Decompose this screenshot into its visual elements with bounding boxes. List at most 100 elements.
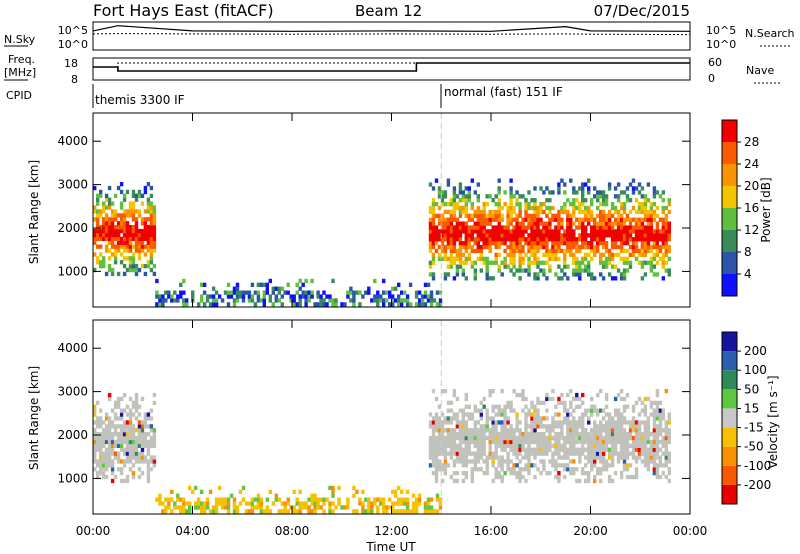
heatmap-cell bbox=[542, 439, 546, 445]
heatmap-cell bbox=[631, 217, 636, 222]
heatmap-cell bbox=[455, 225, 460, 230]
heatmap-cell bbox=[503, 428, 507, 433]
heatmap-cell bbox=[110, 420, 115, 425]
heatmap-cell bbox=[479, 213, 483, 218]
heatmap-cell bbox=[631, 447, 636, 452]
heatmap-cell bbox=[569, 233, 573, 238]
heatmap-cell bbox=[113, 232, 118, 238]
heatmap-cell bbox=[601, 198, 606, 203]
heatmap-cell bbox=[563, 408, 567, 413]
heatmap-cell bbox=[128, 209, 133, 214]
heatmap-cell bbox=[102, 443, 106, 448]
heatmap-cell bbox=[476, 432, 480, 437]
heatmap-cell bbox=[512, 205, 516, 211]
heatmap-cell bbox=[563, 182, 567, 187]
heatmap-cell bbox=[488, 392, 492, 398]
heatmap-cell bbox=[512, 237, 516, 242]
heatmap-cell bbox=[443, 435, 448, 441]
heatmap-cell bbox=[197, 505, 201, 510]
heatmap-cell bbox=[643, 217, 648, 222]
heatmap-cell bbox=[431, 221, 436, 226]
heatmap-cell bbox=[515, 225, 519, 230]
heatmap-cell bbox=[667, 478, 671, 484]
heatmap-cell bbox=[256, 505, 261, 510]
heatmap-cell bbox=[146, 248, 151, 253]
heatmap-cell bbox=[646, 428, 651, 433]
heatmap-cell bbox=[217, 501, 222, 506]
heatmap-cell bbox=[452, 225, 457, 230]
heatmap-cell bbox=[131, 193, 136, 198]
velocity-plot-area bbox=[93, 320, 690, 514]
colorbar-cell bbox=[722, 274, 737, 296]
heatmap-cell bbox=[604, 404, 609, 409]
heatmap-cell bbox=[628, 420, 633, 425]
heatmap-cell bbox=[102, 455, 106, 460]
heatmap-cell bbox=[491, 198, 495, 203]
heatmap-cell bbox=[113, 455, 118, 460]
heatmap-cell bbox=[146, 471, 151, 476]
heatmap-cell bbox=[458, 229, 463, 234]
heatmap-cell bbox=[119, 221, 124, 226]
heatmap-cell bbox=[479, 439, 483, 445]
heatmap-cell bbox=[658, 244, 663, 250]
heatmap-cell bbox=[494, 252, 498, 257]
heatmap-cell bbox=[524, 225, 528, 230]
heatmap-cell bbox=[503, 459, 507, 464]
heatmap-cell bbox=[104, 474, 109, 480]
heatmap-cell bbox=[247, 290, 252, 295]
heatmap-cell bbox=[527, 447, 531, 452]
heatmap-cell bbox=[343, 505, 347, 510]
heatmap-cell bbox=[548, 237, 552, 242]
heatmap-cell bbox=[449, 198, 454, 203]
heatmap-cell bbox=[443, 233, 448, 238]
heatmap-cell bbox=[455, 459, 460, 464]
heatmap-cell bbox=[497, 252, 501, 257]
heatmap-cell bbox=[655, 260, 660, 265]
heatmap-cell bbox=[110, 252, 115, 257]
heatmap-cell bbox=[473, 276, 477, 281]
heatmap-cell bbox=[102, 236, 106, 241]
heatmap-cell bbox=[304, 302, 308, 307]
heatmap-cell bbox=[334, 505, 338, 510]
heatmap-cell bbox=[102, 260, 106, 265]
heatmap-cell bbox=[625, 256, 630, 261]
heatmap-cell bbox=[509, 205, 513, 211]
heatmap-cell bbox=[619, 276, 624, 281]
heatmap-cell bbox=[625, 260, 630, 265]
heatmap-cell bbox=[99, 471, 103, 476]
heatmap-cell bbox=[584, 198, 588, 203]
heatmap-cell bbox=[352, 298, 356, 303]
heatmap-cell bbox=[464, 241, 468, 246]
heatmap-cell bbox=[551, 424, 555, 429]
heatmap-cell bbox=[616, 412, 621, 417]
heatmap-cell bbox=[494, 244, 498, 250]
heatmap-cell bbox=[646, 447, 651, 452]
heatmap-cell bbox=[512, 432, 516, 437]
heatmap-cell bbox=[512, 435, 516, 441]
heatmap-cell bbox=[533, 447, 537, 452]
heatmap-cell bbox=[643, 420, 648, 425]
heatmap-cell bbox=[464, 233, 468, 238]
heatmap-cell bbox=[485, 233, 489, 238]
heatmap-cell bbox=[256, 298, 261, 303]
heatmap-cell bbox=[96, 432, 100, 437]
heatmap-cell bbox=[110, 221, 115, 226]
heatmap-cell bbox=[128, 396, 133, 402]
heatmap-cell bbox=[661, 416, 665, 421]
heatmap-cell bbox=[140, 455, 145, 460]
heatmap-cell bbox=[655, 439, 660, 445]
heatmap-cell bbox=[128, 432, 133, 437]
heatmap-cell bbox=[581, 451, 585, 456]
heatmap-cell bbox=[96, 256, 100, 261]
heatmap-cell bbox=[179, 497, 183, 502]
heatmap-cell bbox=[664, 428, 668, 433]
heatmap-cell bbox=[116, 451, 121, 456]
heatmap-cell bbox=[542, 272, 546, 277]
heatmap-cell bbox=[232, 509, 237, 514]
heatmap-cell bbox=[152, 240, 157, 245]
heatmap-cell bbox=[122, 392, 127, 398]
heatmap-cell bbox=[503, 202, 507, 207]
heatmap-cell bbox=[616, 209, 621, 215]
heatmap-cell bbox=[587, 209, 591, 215]
heatmap-cell bbox=[655, 229, 660, 234]
